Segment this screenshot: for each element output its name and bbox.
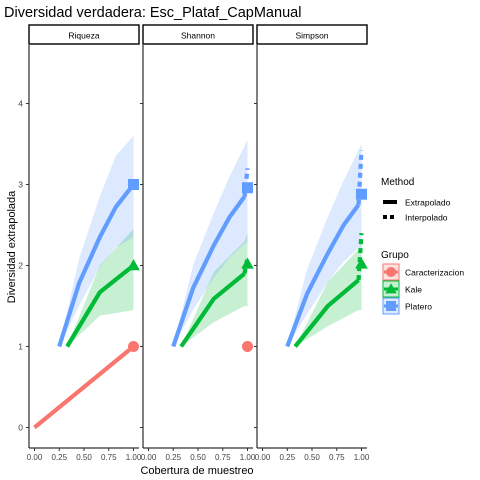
confidence-band-kale [181, 233, 248, 347]
y-axis-label: Diversidad extrapolada [6, 190, 18, 303]
legend-method-title: Method [381, 177, 414, 188]
facet-strip [256, 24, 368, 45]
point-platero [242, 182, 253, 194]
legend-method-label: Interpolado [405, 213, 448, 223]
legend-group-label: Kale [405, 285, 422, 295]
facet-panel-simpson: Simpson 0.00 0.25 0.50 0.75 1.00 [254, 24, 370, 462]
legend-group-label: Platero [405, 302, 432, 312]
point-kale [241, 257, 254, 269]
facet-strip-label: Riqueza [68, 31, 99, 41]
legend: Method Extrapolado Interpolado Grupo Caracte… [381, 177, 464, 315]
x-tick-label: 1.00 [126, 453, 142, 462]
x-tick-label: 0.75 [215, 453, 231, 462]
x-axis-label: Cobertura de muestreo [140, 465, 253, 477]
x-tick-label: 1.00 [240, 453, 256, 462]
facet-panel-riqueza: Riqueza 0 1 2 3 4 0.00 0.25 0.50 0.75 1.00 [18, 24, 142, 462]
x-tick-label: 0.00 [141, 453, 157, 462]
x-tick-label: 0.50 [190, 453, 206, 462]
x-tick-label: 0.50 [304, 453, 320, 462]
facet-panel-shannon: Shannon 0.00 0.25 0.50 0.75 1.00 [140, 24, 256, 462]
line-interpolado-kale [293, 278, 360, 348]
point-kale [355, 257, 368, 269]
legend-method-label: Extrapolado [405, 198, 451, 208]
line-interpolado-platero [171, 195, 247, 348]
point-platero [128, 179, 139, 190]
y-tick-label: 3 [18, 180, 23, 190]
confidence-band-kale [295, 241, 362, 347]
legend-group-key-marker [386, 267, 396, 277]
point-caracterizacion [242, 341, 253, 352]
facet-strip-label: Simpson [295, 31, 328, 41]
facet-panels: Riqueza 0 1 2 3 4 0.00 0.25 0.50 0.75 1.00 Shannon 0… [18, 24, 370, 462]
y-tick-label: 4 [18, 99, 23, 109]
legend-group-key-marker [385, 283, 397, 294]
line-interpolado-caracterizacion [33, 344, 135, 430]
point-caracterizacion [128, 341, 139, 352]
x-tick-label: 0.25 [51, 453, 67, 462]
legend-group-key-marker [386, 301, 396, 311]
line-extrapolado-kale [356, 232, 364, 281]
y-tick-label: 0 [18, 423, 23, 433]
x-tick-label: 0.00 [255, 453, 271, 462]
y-tick-label: 1 [18, 342, 23, 352]
point-kale [127, 259, 140, 271]
x-tick-label: 1.00 [354, 453, 370, 462]
x-tick-label: 0.00 [27, 453, 43, 462]
point-platero [356, 188, 367, 200]
line-interpolado-kale [179, 271, 246, 348]
legend-group-title: Grupo [381, 250, 409, 261]
x-tick-label: 0.25 [165, 453, 181, 462]
facet-strip-label: Shannon [181, 31, 215, 41]
x-tick-label: 0.75 [329, 453, 345, 462]
x-tick-label: 0.50 [76, 453, 92, 462]
x-tick-label: 0.25 [279, 453, 295, 462]
chart-title: Diversidad verdadera: Esc_Plataf_CapManu… [4, 5, 301, 21]
facet-strip [28, 24, 140, 45]
line-interpolado-kale [65, 263, 135, 348]
x-tick-label: 0.75 [101, 453, 117, 462]
y-tick-label: 2 [18, 261, 23, 271]
line-interpolado-platero [57, 183, 136, 348]
facet-strip [142, 24, 254, 45]
legend-group-label: Caracterizacion [405, 268, 464, 278]
line-interpolado-platero [285, 203, 361, 348]
